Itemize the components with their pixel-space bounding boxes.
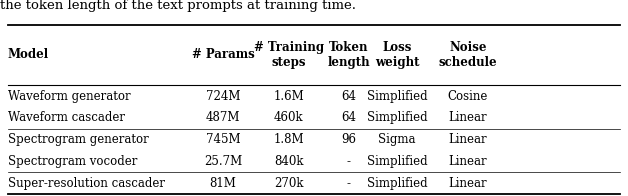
Text: Waveform generator: Waveform generator [8,90,130,103]
Text: 25.7M: 25.7M [204,155,242,168]
Text: Loss
weight: Loss weight [375,41,419,69]
Text: 1.8M: 1.8M [274,133,304,146]
Text: # Training
steps: # Training steps [254,41,324,69]
Text: Sigma: Sigma [378,133,416,146]
Text: Linear: Linear [448,177,487,190]
Text: -: - [347,177,350,190]
Text: Simplified: Simplified [367,155,427,168]
Text: Simplified: Simplified [367,90,427,103]
Text: Spectrogram vocoder: Spectrogram vocoder [8,155,137,168]
Text: Spectrogram generator: Spectrogram generator [8,133,148,146]
Text: Linear: Linear [448,133,487,146]
Text: 96: 96 [341,133,356,146]
Text: Cosine: Cosine [448,90,488,103]
Text: 840k: 840k [274,155,303,168]
Text: Simplified: Simplified [367,111,427,124]
Text: Linear: Linear [448,111,487,124]
Text: 64: 64 [341,90,356,103]
Text: Super-resolution cascader: Super-resolution cascader [8,177,165,190]
Text: 460k: 460k [274,111,304,124]
Text: 487M: 487M [206,111,240,124]
Text: Simplified: Simplified [367,177,427,190]
Text: 64: 64 [341,111,356,124]
Text: 1.6M: 1.6M [274,90,304,103]
Text: Token
length: Token length [327,41,370,69]
Text: Linear: Linear [448,155,487,168]
Text: # Params: # Params [192,48,254,61]
Text: Waveform cascader: Waveform cascader [8,111,124,124]
Text: Noise
schedule: Noise schedule [438,41,497,69]
Text: the token length of the text prompts at training time.: the token length of the text prompts at … [0,0,356,12]
Text: 724M: 724M [206,90,240,103]
Text: 81M: 81M [210,177,236,190]
Text: Model: Model [8,48,48,61]
Text: -: - [347,155,350,168]
Text: 745M: 745M [205,133,241,146]
Text: 270k: 270k [274,177,303,190]
